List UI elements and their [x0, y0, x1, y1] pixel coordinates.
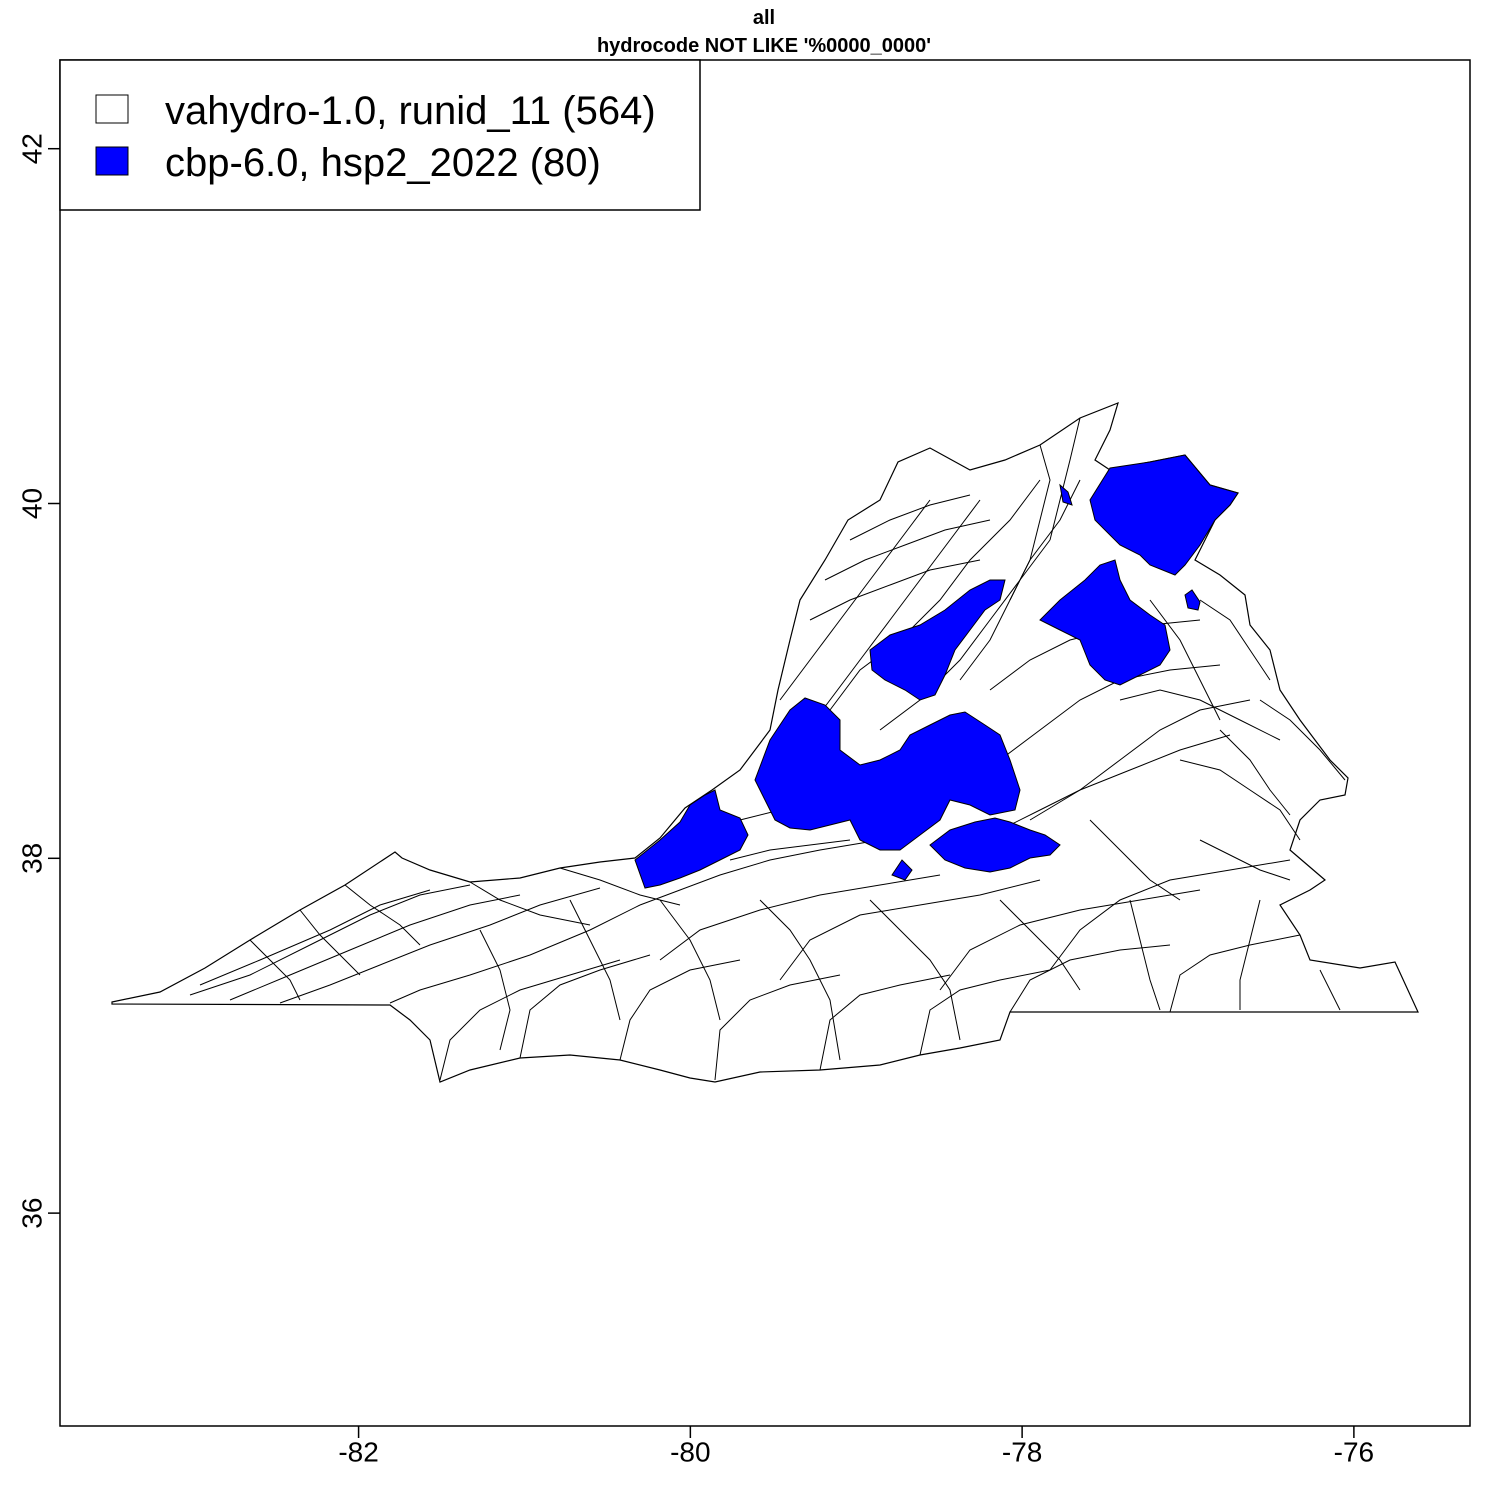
legend-label-vahydro: vahydro-1.0, runid_11 (564)	[165, 89, 656, 133]
blue-region-south-small	[891, 859, 913, 881]
legend-label-cbp: cbp-6.0, hsp2_2022 (80)	[165, 141, 601, 185]
watershed-boundaries	[189, 417, 1346, 1081]
blue-region-james	[754, 697, 1021, 851]
blue-region-shenandoah	[1039, 559, 1171, 686]
x-tick-label: -76	[1334, 1436, 1374, 1467]
blue-region-north	[1089, 454, 1239, 576]
highlighted-watersheds	[634, 454, 1239, 889]
state-outline	[111, 401, 1419, 1083]
legend-box	[59, 59, 701, 211]
x-tick-label: -80	[670, 1436, 710, 1467]
blue-region-south	[929, 817, 1061, 873]
x-tick-label: -78	[1002, 1436, 1042, 1467]
y-tick-label: 40	[16, 488, 47, 519]
blue-region-small-east	[1184, 589, 1201, 611]
blue-region-southwest	[634, 789, 749, 889]
legend-swatch-cbp	[95, 146, 129, 176]
virginia-watersheds-map	[111, 401, 1419, 1083]
chart-title: all	[753, 7, 775, 29]
y-axis: 36 38 40 42	[16, 133, 60, 1229]
blue-region-central	[869, 579, 1006, 701]
y-tick-label: 42	[16, 133, 47, 164]
x-tick-label: -82	[338, 1436, 378, 1467]
chart-subtitle: hydrocode NOT LIKE '%0000_0000'	[597, 35, 931, 57]
legend-swatch-vahydro	[95, 94, 129, 124]
legend: vahydro-1.0, runid_11 (564) cbp-6.0, hsp…	[59, 59, 701, 211]
x-axis: -82 -80 -78 -76	[338, 1426, 1374, 1467]
blue-region-north-small	[1059, 483, 1073, 506]
y-tick-label: 36	[16, 1198, 47, 1229]
plot-frame	[59, 59, 1471, 1427]
y-tick-label: 38	[16, 843, 47, 874]
